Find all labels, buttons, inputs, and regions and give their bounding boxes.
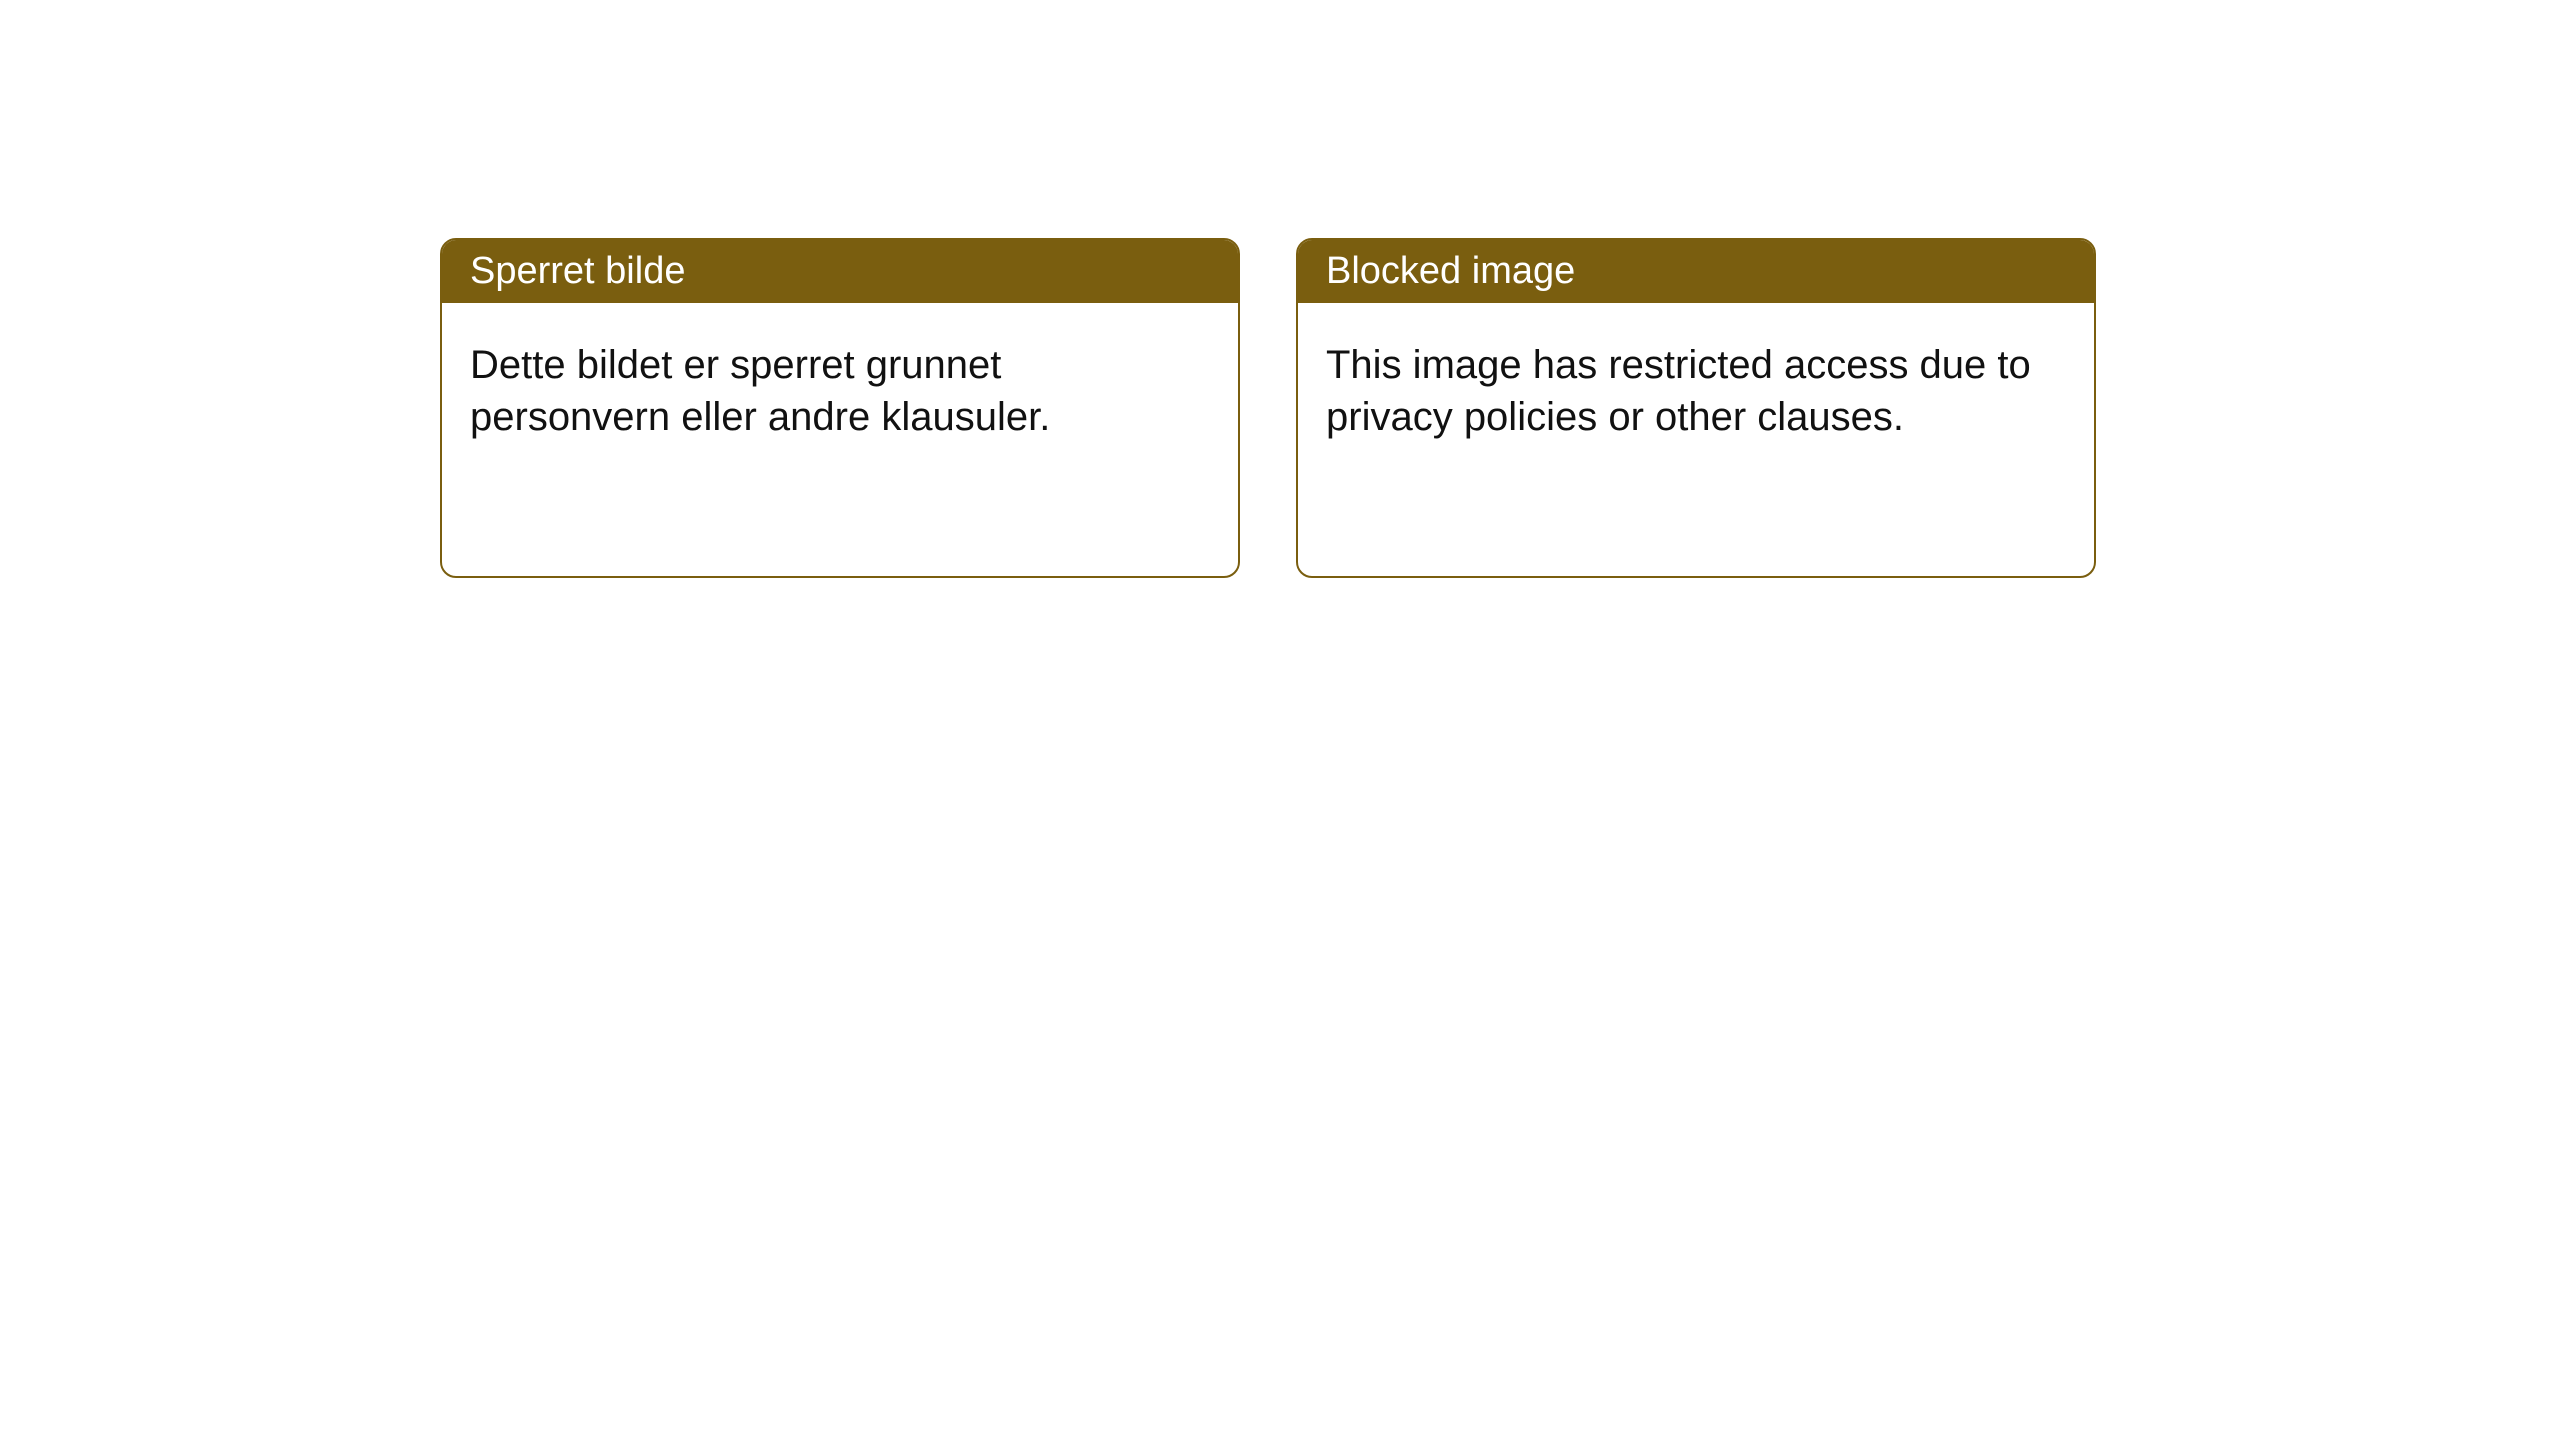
notice-card-english: Blocked image This image has restricted … [1296,238,2096,578]
notice-body-text: This image has restricted access due to … [1326,343,2031,439]
notice-title: Blocked image [1326,250,1575,292]
notice-body: Dette bildet er sperret grunnet personve… [442,303,1238,479]
notice-title: Sperret bilde [470,250,685,292]
notice-body: This image has restricted access due to … [1298,303,2094,479]
notice-header: Blocked image [1298,240,2094,303]
notice-header: Sperret bilde [442,240,1238,303]
notice-container: Sperret bilde Dette bildet er sperret gr… [440,238,2096,578]
notice-card-norwegian: Sperret bilde Dette bildet er sperret gr… [440,238,1240,578]
notice-body-text: Dette bildet er sperret grunnet personve… [470,343,1050,439]
